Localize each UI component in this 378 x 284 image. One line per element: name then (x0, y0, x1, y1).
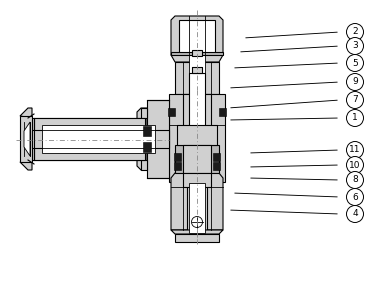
Bar (141, 160, 147, 170)
Bar (174, 153, 181, 161)
Bar (20, 116, 32, 162)
Text: 10: 10 (349, 160, 361, 170)
Bar (189, 183, 205, 233)
Circle shape (347, 74, 364, 91)
Text: 1: 1 (352, 114, 358, 122)
Polygon shape (20, 160, 32, 170)
Text: 5: 5 (352, 59, 358, 68)
Text: 8: 8 (352, 176, 358, 185)
Bar (187, 173, 207, 230)
Polygon shape (137, 108, 147, 170)
Bar (189, 73, 205, 183)
Text: 2: 2 (352, 28, 358, 37)
Polygon shape (171, 16, 223, 55)
Bar (42, 125, 155, 153)
Polygon shape (24, 122, 30, 156)
Bar (147, 100, 169, 178)
Bar (174, 162, 181, 170)
Text: 7: 7 (352, 95, 358, 105)
Bar (34, 118, 145, 160)
Bar (179, 20, 215, 55)
Bar (141, 108, 147, 118)
Bar (32, 130, 169, 148)
Bar (183, 94, 211, 134)
Polygon shape (20, 108, 32, 118)
Circle shape (347, 37, 364, 55)
Circle shape (347, 55, 364, 72)
Bar (175, 145, 219, 173)
Text: 11: 11 (349, 145, 361, 154)
Text: 4: 4 (352, 210, 358, 218)
Circle shape (347, 156, 364, 174)
Bar (28, 118, 145, 160)
Circle shape (347, 110, 364, 126)
Text: 6: 6 (352, 193, 358, 202)
Bar (168, 108, 175, 116)
Circle shape (347, 172, 364, 189)
Polygon shape (171, 230, 223, 234)
Bar (171, 52, 223, 55)
Bar (183, 145, 211, 173)
Circle shape (347, 24, 364, 41)
Bar (192, 50, 202, 56)
Bar (143, 142, 151, 152)
Circle shape (347, 141, 364, 158)
Bar (189, 55, 205, 100)
Text: 3: 3 (352, 41, 358, 51)
Polygon shape (171, 55, 223, 62)
Polygon shape (171, 173, 223, 230)
Bar (192, 67, 202, 73)
Text: 9: 9 (352, 78, 358, 87)
Circle shape (347, 189, 364, 206)
Circle shape (347, 91, 364, 108)
Bar (213, 162, 220, 170)
Circle shape (347, 206, 364, 222)
Bar (175, 234, 219, 242)
Bar (183, 173, 211, 187)
Bar (219, 108, 226, 116)
Bar (143, 126, 151, 136)
Bar (175, 62, 219, 94)
Bar (169, 94, 225, 182)
Bar (213, 153, 220, 161)
Bar (177, 125, 217, 145)
